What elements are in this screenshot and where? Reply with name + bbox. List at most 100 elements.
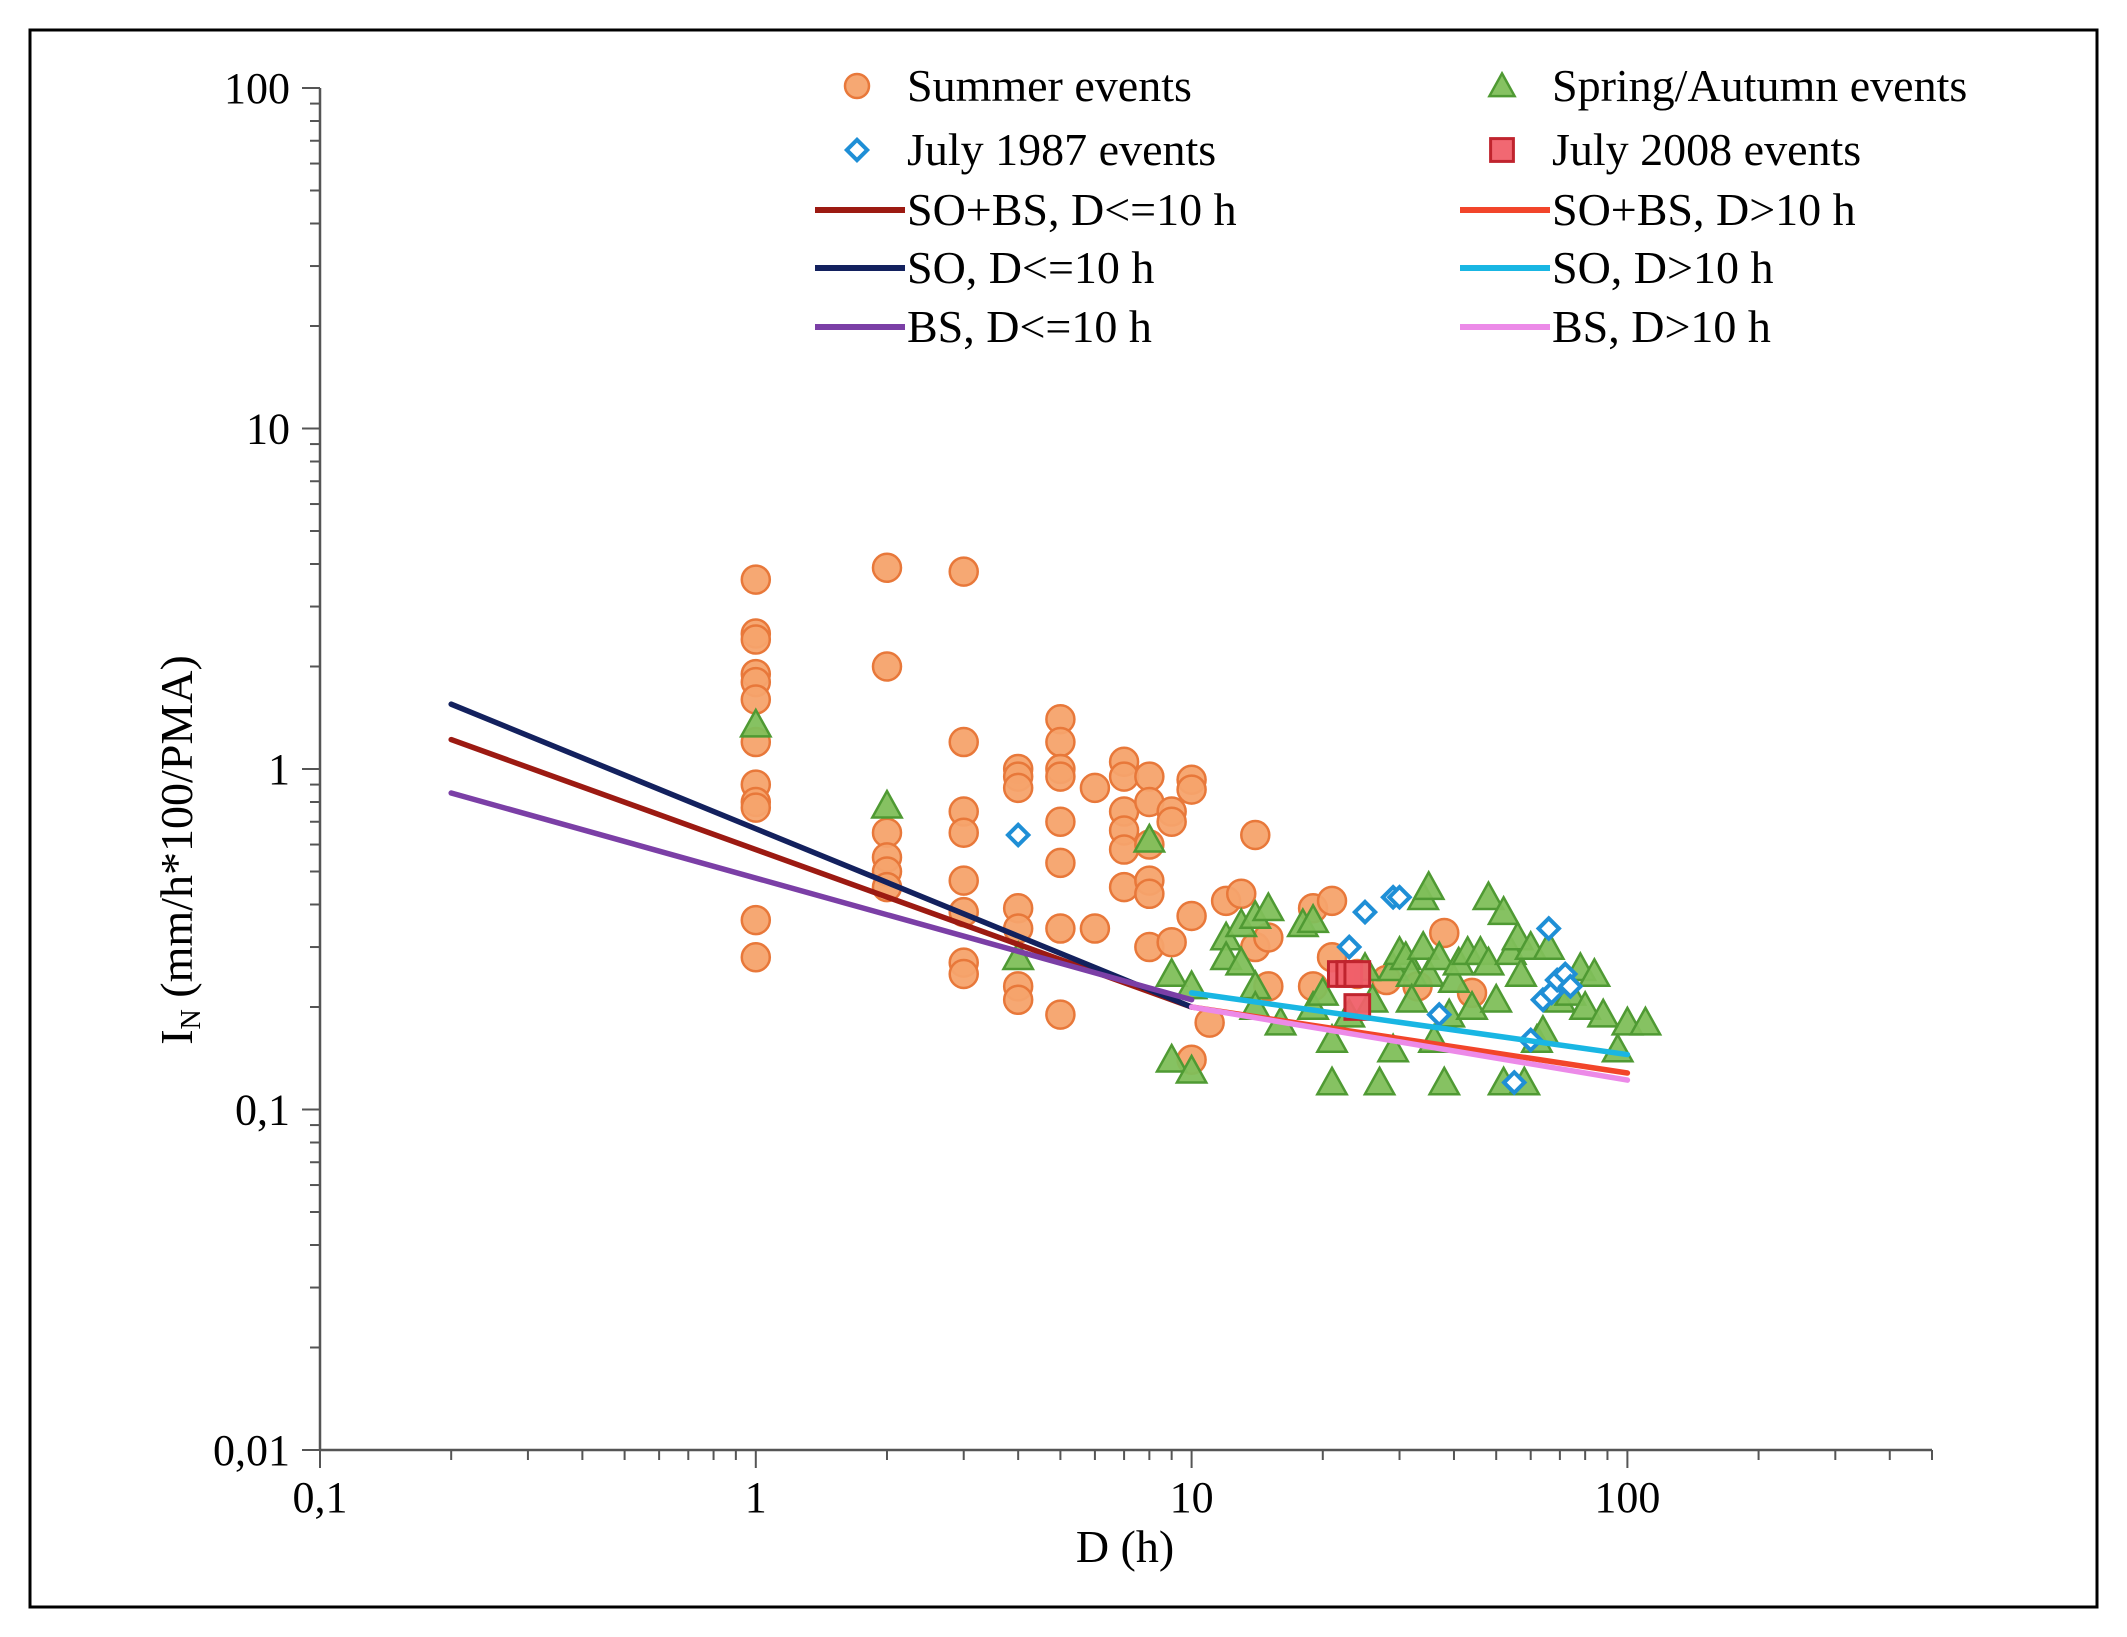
spring-autumn-events-point: [1455, 989, 1489, 1021]
spring-autumn-events-point: [870, 788, 904, 819]
summer-events-point: [1045, 726, 1076, 758]
bs-d-10-h-line: [1188, 1004, 1631, 1083]
figure-frame: [28, 28, 2099, 1609]
legend-swatch-july-1987-events: [843, 136, 871, 164]
july-1987-events-point: [1386, 884, 1413, 911]
spring-autumn-events-point: [1174, 1053, 1209, 1084]
legend-label-bs-d-10-h: BS, D<=10 h: [907, 301, 1152, 352]
summer-events-point: [1002, 772, 1034, 804]
spring-autumn-events-point: [1376, 1032, 1410, 1063]
x-tick-label: 1: [745, 1473, 767, 1522]
summer-events-point: [1045, 999, 1076, 1030]
spring-autumn-events-point: [1132, 822, 1167, 853]
legend-swatch-july-2008-events: [1489, 137, 1515, 163]
summer-events-point: [1079, 772, 1111, 804]
july-1987-events-point: [1426, 1001, 1453, 1028]
summer-events-point: [1079, 913, 1111, 944]
spring-autumn-events-point: [1154, 1042, 1189, 1073]
summer-events-point: [1240, 819, 1271, 851]
summer-events-point: [1226, 878, 1257, 910]
summer-events-point: [1134, 878, 1165, 910]
x-axis-label: D (h): [1076, 1521, 1174, 1572]
spring-autumn-events-point: [1427, 1065, 1462, 1096]
summer-events-point: [948, 865, 979, 896]
y-tick-label: 100: [224, 64, 290, 113]
spring-autumn-events-point: [1296, 902, 1330, 934]
spring-autumn-events-point: [1154, 956, 1189, 988]
spring-autumn-events-point: [1568, 989, 1602, 1021]
legend-label-so-d-10-h: SO, D<=10 h: [907, 242, 1154, 293]
summer-events-point: [1108, 871, 1140, 903]
july-1987-events-point: [1535, 915, 1562, 942]
spring-autumn-events-point: [1586, 997, 1621, 1028]
spring-autumn-events-point: [1315, 1065, 1349, 1096]
summer-events-point: [740, 624, 772, 655]
spring-autumn-events-point: [1315, 1022, 1349, 1054]
so-d-10-h-line: [448, 701, 1195, 1010]
july-1987-events-point: [1336, 934, 1363, 961]
summer-events-point: [871, 552, 903, 583]
summer-events-point: [1045, 761, 1076, 792]
bs-d-10-h-line: [448, 790, 1195, 1003]
spring-autumn-events-point: [1394, 982, 1429, 1013]
spring-autumn-events-point: [1504, 956, 1538, 988]
spring-autumn-events-point: [1531, 929, 1566, 961]
spring-autumn-events-point: [1471, 945, 1506, 976]
spring-autumn-events-point: [1628, 1005, 1663, 1036]
spring-autumn-events-point: [1486, 894, 1521, 926]
summer-events-point: [1002, 984, 1034, 1016]
summer-events-point: [740, 904, 772, 936]
spring-autumn-events-point: [1422, 939, 1457, 971]
spring-autumn-events-point: [1600, 1032, 1635, 1063]
summer-events-point: [1045, 847, 1076, 879]
y-axis-label-sub: N: [176, 1009, 207, 1029]
legend-label-july-1987-events: July 1987 events: [907, 124, 1216, 175]
so-d-10-h-line: [1188, 990, 1631, 1058]
july-1987-events-point: [1557, 973, 1584, 1000]
summer-events-point: [1176, 774, 1207, 805]
legend-label-july-2008-events: July 2008 events: [1552, 124, 1861, 175]
summer-events-point: [1134, 761, 1165, 792]
spring-autumn-events-point: [1479, 982, 1514, 1013]
legend: Summer events Spring/Autumn events July 19…: [815, 60, 1967, 352]
spring-autumn-events-point: [738, 707, 773, 738]
legend-label-summer-events: Summer events: [907, 60, 1192, 111]
legend-label-so-d-10-h: SO, D>10 h: [1552, 242, 1773, 293]
y-tick-label: 0,01: [213, 1426, 290, 1475]
x-tick-label: 10: [1170, 1473, 1214, 1522]
so-bs-d-10-h-line: [448, 736, 1195, 1010]
summer-events-point: [740, 564, 772, 595]
legend-swatch-spring-autumn-events: [1487, 70, 1517, 98]
summer-events-point: [948, 958, 979, 990]
y-axis-label: IN (mm/h*100/PMA): [151, 655, 207, 1045]
y-tick-label: 10: [246, 405, 290, 454]
summer-events-point: [948, 556, 979, 587]
spring-autumn-events-point: [1305, 975, 1340, 1006]
legend-label-so-bs-d-10-h: SO+BS, D>10 h: [1552, 184, 1856, 235]
summer-events-point: [948, 726, 979, 758]
july-2008-events-point: [1343, 960, 1372, 988]
summer-events-point: [1045, 913, 1076, 944]
y-tick-label: 0,1: [235, 1086, 290, 1135]
y-tick-label: 1: [268, 745, 290, 794]
summer-events-point: [1429, 917, 1460, 949]
spring-autumn-events-point: [1406, 929, 1441, 961]
spring-autumn-events-point: [1411, 956, 1446, 988]
summer-events-point: [1156, 926, 1187, 958]
legend-label-bs-d-10-h: BS, D>10 h: [1552, 301, 1771, 352]
spring-autumn-events-point: [1224, 945, 1259, 976]
july-1987-events-point: [1501, 1069, 1528, 1096]
summer-events-point: [740, 792, 772, 823]
x-tick-label: 100: [1594, 1473, 1660, 1522]
summer-events-point: [1176, 900, 1207, 932]
summer-events-point: [871, 651, 903, 682]
summer-events-point: [1045, 806, 1076, 837]
y-axis-label-rest: (mm/h*100/PMA): [151, 655, 202, 1009]
summer-events-point: [1108, 834, 1140, 865]
july-1987-events-point: [1005, 821, 1032, 849]
y-axis-label-main: I: [151, 1029, 202, 1044]
legend-label-so-bs-d-10-h: SO+BS, D<=10 h: [907, 184, 1237, 235]
spring-autumn-events-point: [1411, 869, 1446, 901]
